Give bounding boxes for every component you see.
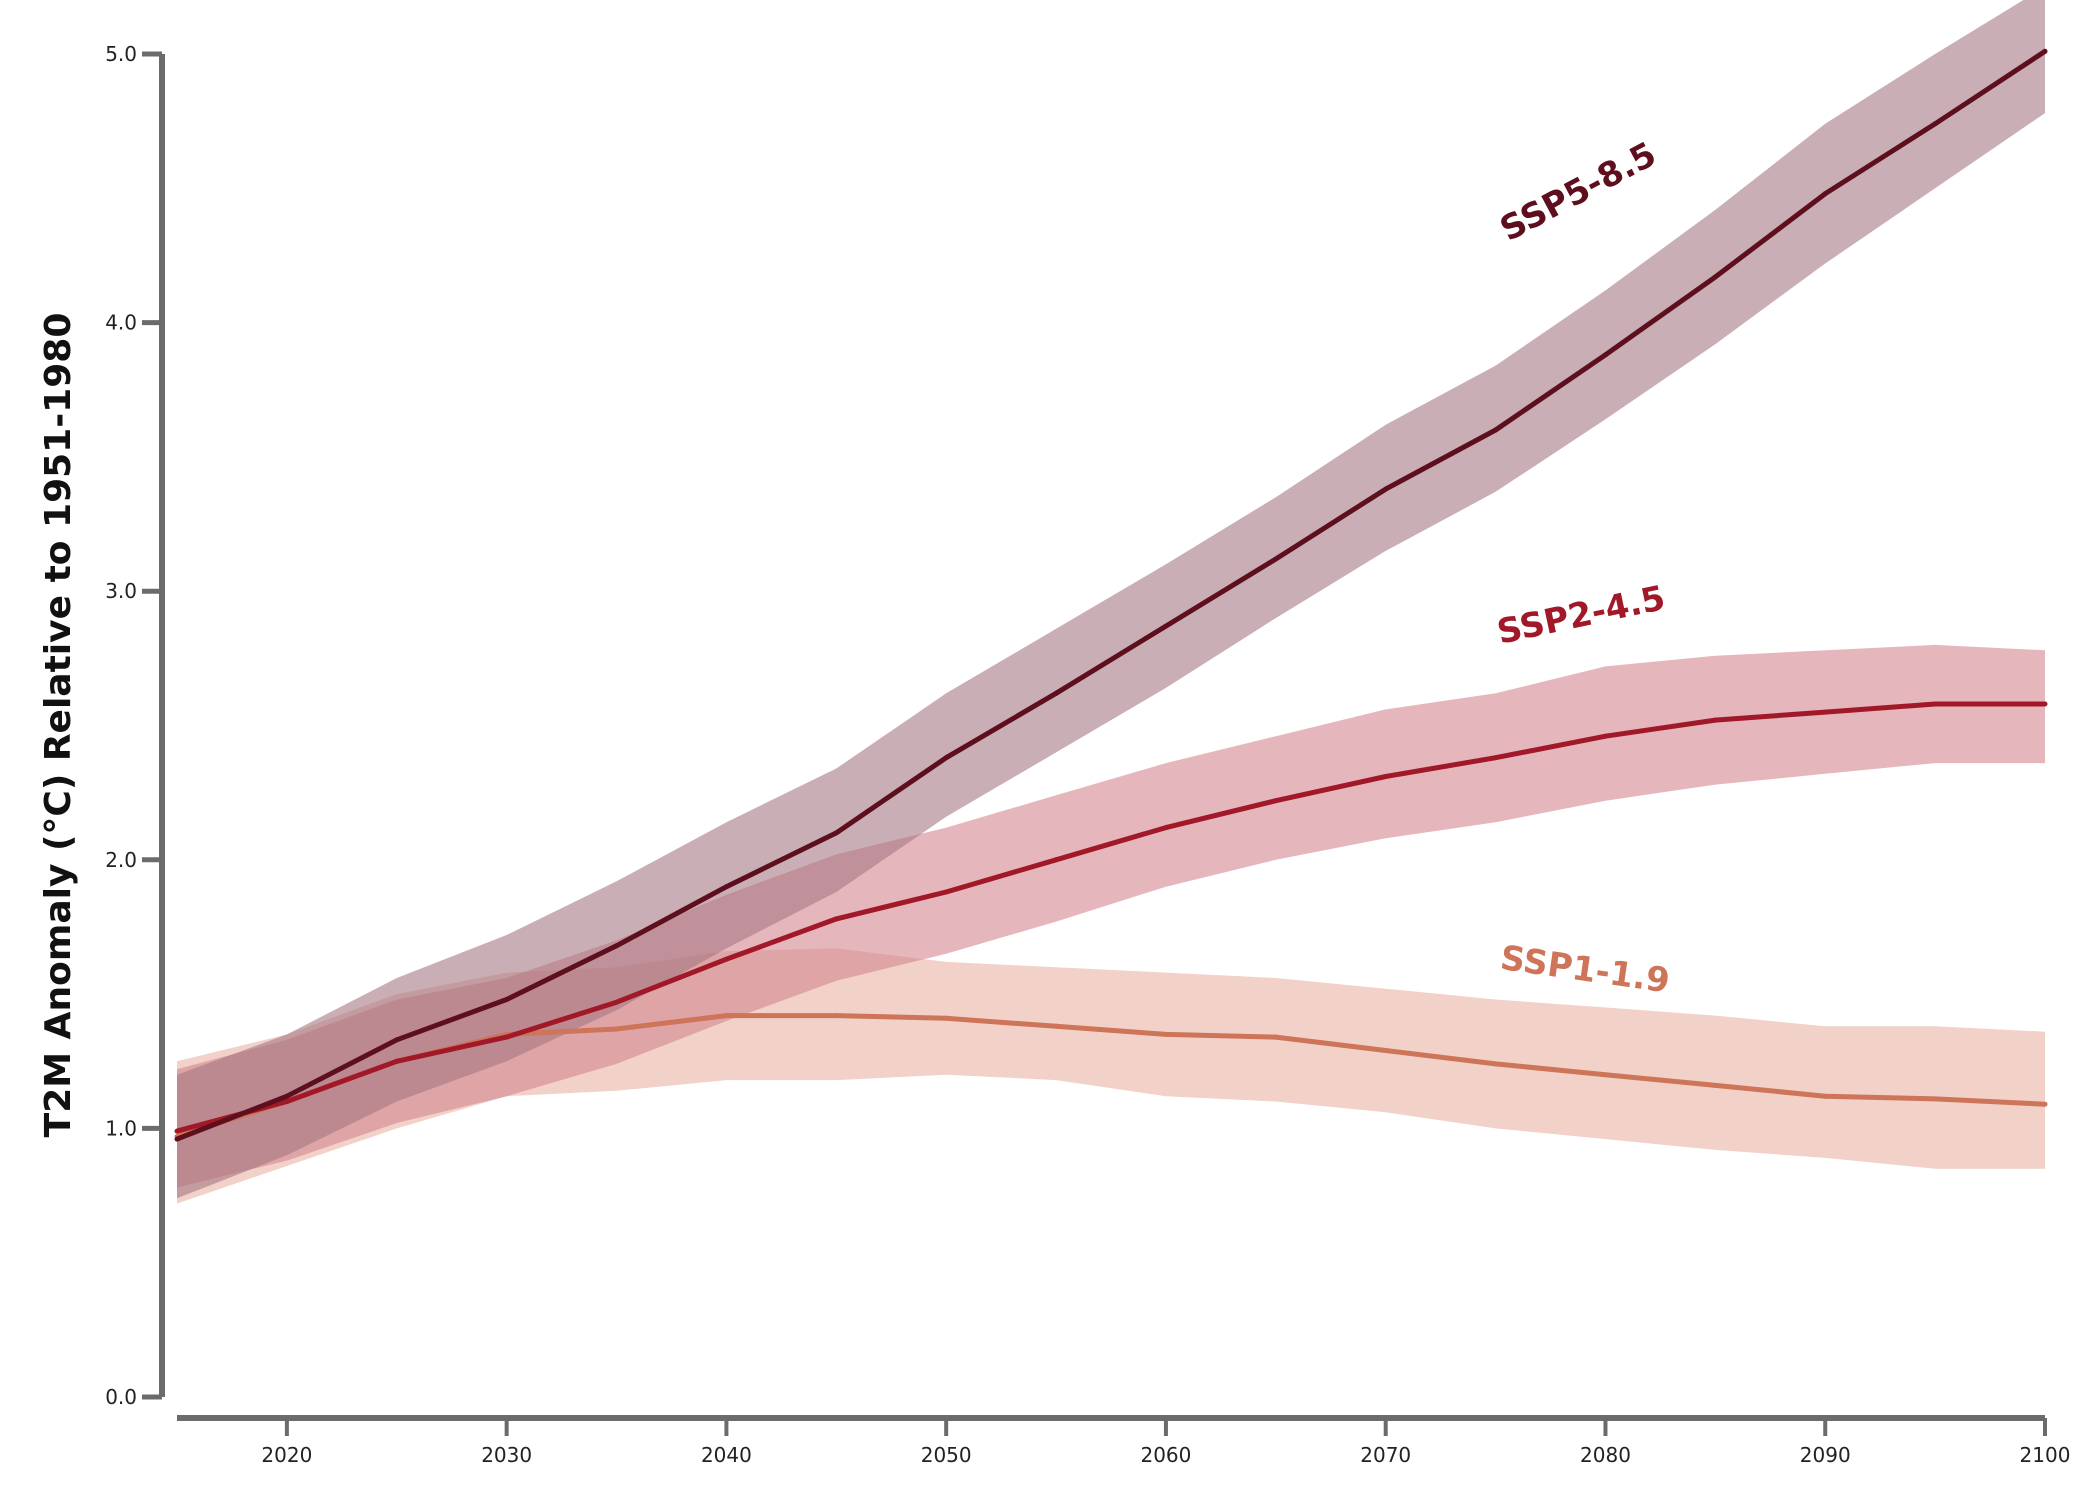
point-ssp1-1-9	[614, 1026, 619, 1032]
x-tick-label: 2030	[481, 1443, 532, 1467]
point-ssp2-4-5	[833, 916, 839, 922]
band-ssp2-4-5	[177, 644, 2045, 1188]
point-ssp2-4-5	[284, 1099, 290, 1104]
point-ssp5-8-5	[504, 997, 510, 1002]
point-ssp2-4-5	[1493, 755, 1499, 761]
band-ssp5-8-5	[177, 0, 2045, 1199]
point-ssp5-8-5	[1822, 191, 1828, 197]
point-ssp2-4-5	[174, 1128, 180, 1134]
point-ssp5-8-5	[174, 1136, 180, 1142]
point-ssp2-4-5	[1712, 717, 1718, 723]
y-tick-label: 0.0	[105, 1385, 137, 1409]
line-ssp5-8-5	[176, 49, 2047, 1142]
point-ssp2-4-5	[394, 1058, 400, 1064]
point-ssp5-8-5	[1053, 690, 1059, 696]
axes	[159, 54, 2045, 1421]
point-ssp1-1-9	[1603, 1072, 1608, 1078]
y-tick-label: 1.0	[105, 1116, 137, 1140]
uncertainty-bands	[177, 0, 2045, 1204]
point-ssp5-8-5	[1932, 121, 1938, 127]
point-ssp2-4-5	[1053, 857, 1059, 863]
series-lines	[174, 48, 2048, 1142]
point-ssp1-1-9	[833, 1013, 839, 1019]
point-ssp1-1-9	[1273, 1034, 1279, 1040]
point-ssp1-1-9	[1712, 1082, 1718, 1088]
y-tick-label: 4.0	[105, 311, 137, 335]
point-ssp1-1-9	[1822, 1093, 1828, 1099]
x-tick-label: 2090	[1800, 1443, 1851, 1467]
line-ssp2-4-5	[176, 701, 2045, 1134]
point-ssp2-4-5	[1932, 701, 1938, 707]
x-tick-label: 2060	[1140, 1443, 1191, 1467]
point-ssp1-1-9	[943, 1015, 949, 1021]
point-ssp1-1-9	[1163, 1031, 1169, 1037]
y-axis-label: T2M Anomaly (°C) Relative to 1951-1980	[38, 313, 79, 1138]
point-ssp1-1-9	[2042, 1101, 2048, 1107]
point-ssp5-8-5	[1603, 352, 1608, 358]
x-tick-label: 2050	[921, 1443, 972, 1467]
point-ssp1-1-9	[1932, 1096, 1938, 1102]
point-ssp5-8-5	[2042, 48, 2048, 54]
point-ssp5-8-5	[1383, 486, 1389, 492]
label-ssp5-8-5: SSP5-8.5	[1494, 134, 1663, 249]
point-ssp5-8-5	[284, 1093, 290, 1099]
point-ssp2-4-5	[1383, 774, 1389, 779]
point-ssp1-1-9	[723, 1013, 729, 1019]
x-tick-label: 2040	[701, 1443, 752, 1467]
point-ssp5-8-5	[1712, 274, 1718, 280]
point-ssp5-8-5	[1273, 556, 1279, 562]
point-ssp5-8-5	[614, 943, 619, 949]
point-ssp5-8-5	[943, 755, 949, 761]
x-tick-label: 2080	[1580, 1443, 1631, 1467]
point-ssp2-4-5	[1163, 825, 1169, 831]
x-tick-label: 2070	[1360, 1443, 1411, 1467]
x-tick-label: 2100	[2020, 1443, 2071, 1467]
point-ssp1-1-9	[1493, 1061, 1499, 1067]
point-ssp2-4-5	[1603, 733, 1608, 739]
x-tick-label: 2020	[261, 1443, 312, 1467]
point-ssp2-4-5	[504, 1034, 510, 1040]
y-tick-label: 2.0	[105, 848, 137, 872]
point-ssp2-4-5	[723, 956, 729, 962]
point-ssp2-4-5	[614, 999, 619, 1005]
x-ticks: 2020 2030 2040 2050 2060 2070 2080 2090 2100	[261, 1418, 2070, 1467]
point-ssp5-8-5	[1163, 623, 1169, 629]
point-ssp1-1-9	[1383, 1048, 1389, 1053]
point-ssp5-8-5	[723, 884, 729, 890]
y-ticks: 0.0 1.0 2.0 3.0 4.0 5.0	[105, 42, 162, 1409]
point-ssp2-4-5	[943, 889, 949, 895]
point-ssp5-8-5	[394, 1037, 400, 1043]
point-ssp5-8-5	[833, 830, 839, 836]
point-ssp2-4-5	[1822, 709, 1828, 715]
point-ssp1-1-9	[1053, 1023, 1059, 1029]
y-tick-label: 5.0	[105, 42, 137, 66]
y-tick-label: 3.0	[105, 579, 137, 603]
label-ssp1-1-9: SSP1-1.9	[1498, 938, 1672, 1001]
point-ssp5-8-5	[1493, 427, 1499, 433]
point-ssp2-4-5	[1273, 798, 1279, 804]
label-ssp2-4-5: SSP2-4.5	[1494, 578, 1669, 653]
point-ssp2-4-5	[2042, 701, 2048, 707]
